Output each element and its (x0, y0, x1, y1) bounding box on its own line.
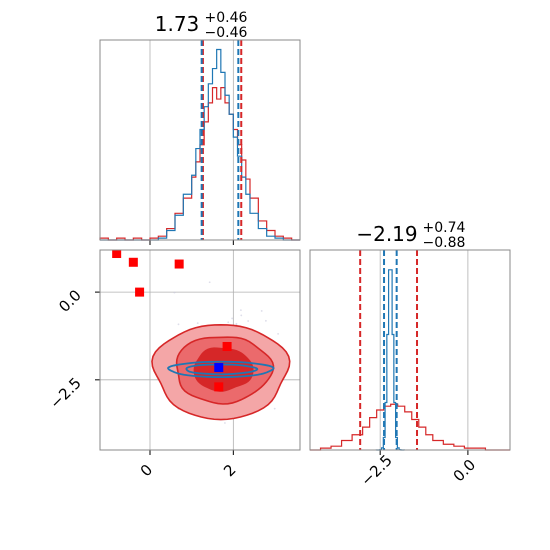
sample-dot (227, 321, 230, 324)
title-param1-plus: +0.46 (205, 10, 248, 26)
p3-xtick-label: 0.0 (450, 456, 480, 486)
title-param2-minus: −0.88 (423, 235, 466, 251)
param1-hist-red (99, 87, 300, 241)
title-param2-plus: +0.74 (423, 220, 466, 236)
sample-dot (231, 317, 234, 320)
sample-dot (277, 332, 280, 335)
title-param1-value: 1.73 (155, 12, 200, 36)
p2-xtick-label: 2 (220, 461, 239, 480)
blue-contour (185, 363, 259, 376)
red-marker (135, 287, 145, 297)
title-param1: 1.73 +0.46 −0.46 (155, 10, 248, 41)
title-param2-value: −2.19 (356, 222, 417, 246)
sample-dot (240, 314, 243, 317)
param2-hist-red (310, 403, 510, 451)
red-marker (128, 257, 138, 267)
p2-ytick-label: 0.0 (55, 286, 85, 316)
panel-param1-histogram (99, 39, 301, 245)
title-param2: −2.19 +0.74 −0.88 (356, 220, 465, 251)
param2-frame (309, 249, 511, 451)
sample-dot (208, 281, 211, 284)
p2-xtick-label: 0 (137, 461, 156, 480)
joint-plot-area (112, 250, 291, 424)
sample-dot (177, 323, 180, 326)
sample-dot (235, 322, 238, 325)
sample-dot (239, 309, 242, 312)
panel-param2-histogram: −2.5 0.0 (309, 249, 511, 490)
param1-hist-blue (100, 48, 300, 241)
param1-frame (99, 39, 301, 241)
p2-ytick-label: −2.5 (46, 374, 84, 412)
sample-dot (247, 320, 250, 322)
red-contour-inner (193, 347, 254, 392)
red-marker (174, 259, 184, 269)
sample-dot (260, 310, 263, 312)
red-marker (112, 250, 122, 259)
red-marker (222, 341, 232, 351)
sample-dot (264, 319, 267, 322)
sample-dot (196, 322, 199, 324)
title-param1-minus: −0.46 (205, 25, 248, 41)
blue-marker (214, 363, 224, 373)
p3-xtick-label: −2.5 (357, 451, 395, 489)
sample-dot (224, 422, 226, 424)
panel-joint-density: 0 2 0.0 −2.5 (46, 249, 301, 480)
sample-dot (273, 407, 276, 410)
blue-contour (167, 360, 275, 379)
sample-dot (173, 291, 176, 294)
joint-frame (99, 249, 301, 451)
red-marker (214, 382, 224, 392)
